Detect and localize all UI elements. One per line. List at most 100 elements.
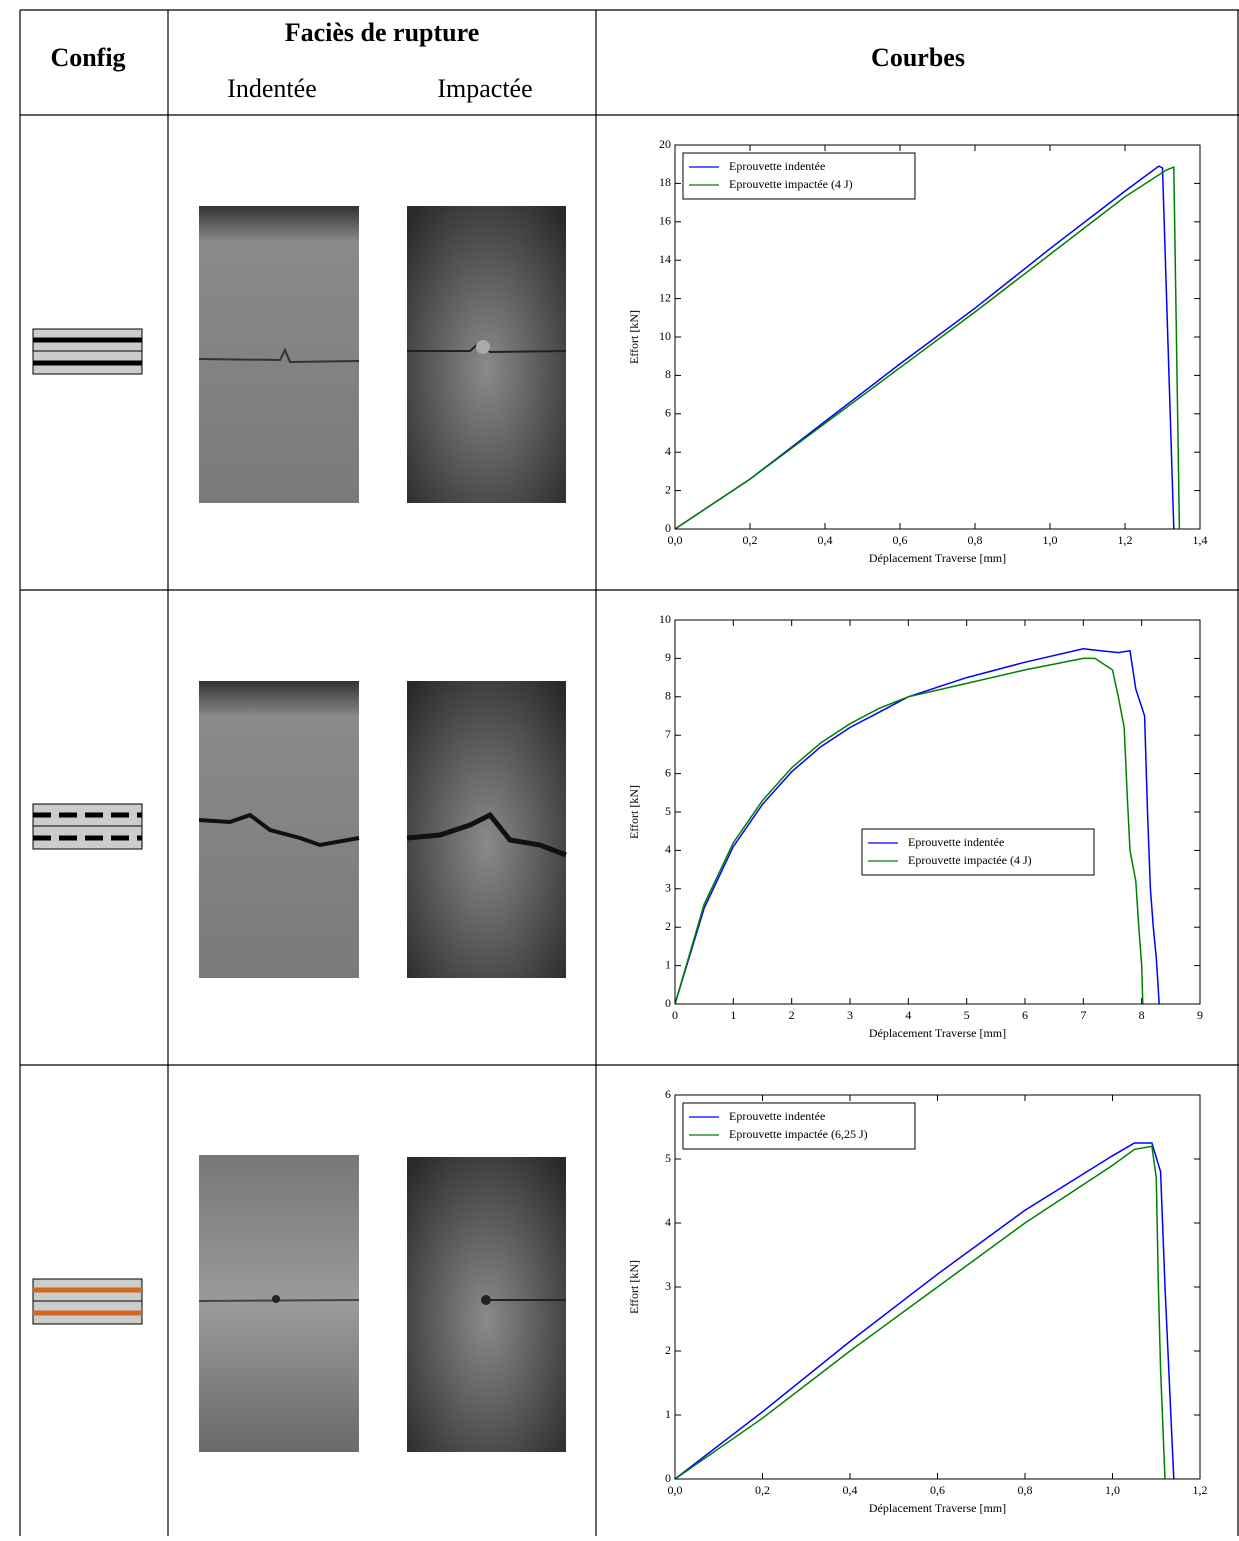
y-axis-label: Effort [kN] [627, 785, 641, 839]
x-tick-label: 0,0 [668, 533, 683, 547]
y-tick-label: 14 [659, 252, 671, 266]
x-tick-label: 1,2 [1118, 533, 1133, 547]
chart: 0,0 0,2 0,4 0,6 0,8 1,0 1,2 1,4 0 2 4 6 8 10 12 14 16 18 2… [627, 137, 1208, 565]
y-tick-label: 2 [665, 482, 671, 496]
legend-box [682, 152, 916, 200]
y-tick-label: 6 [665, 406, 671, 420]
y-tick-label: 2 [665, 919, 671, 933]
legend-box [861, 828, 1095, 876]
x-tick-label: 0,8 [1018, 1483, 1033, 1497]
x-tick-label: 0,2 [755, 1483, 770, 1497]
y-tick-label: 4 [665, 444, 671, 458]
x-axis-label: Déplacement Traverse [mm] [869, 551, 1006, 565]
x-tick-label: 6 [1022, 1008, 1028, 1022]
y-tick-label: 1 [665, 1407, 671, 1421]
y-tick-label: 4 [665, 1215, 671, 1229]
x-tick-label: 3 [847, 1008, 853, 1022]
y-tick-label: 5 [665, 804, 671, 818]
legend: Eprouvette indentée Eprouvette impactée (… [682, 152, 916, 200]
header-config: Config [50, 43, 125, 72]
x-tick-label: 1,0 [1043, 533, 1058, 547]
x-tick-label: 0,4 [818, 533, 833, 547]
plot-frame [674, 619, 1201, 1005]
y-tick-label: 8 [665, 689, 671, 703]
x-tick-label: 0,6 [930, 1483, 945, 1497]
y-tick-label: 2 [665, 1343, 671, 1357]
y-tick-label: 5 [665, 1151, 671, 1165]
y-tick-label: 7 [665, 727, 671, 741]
y-tick-label: 20 [659, 137, 671, 151]
x-tick-label: 4 [905, 1008, 911, 1022]
x-tick-label: 1,0 [1105, 1483, 1120, 1497]
series-line [675, 648, 1160, 1005]
legend-label: Eprouvette indentée [729, 159, 825, 173]
y-tick-label: 3 [665, 1279, 671, 1293]
photo [407, 206, 567, 503]
photo [406, 681, 567, 978]
series-line [675, 165, 1175, 530]
series-line [675, 166, 1181, 530]
photo [198, 681, 360, 978]
x-tick-label: 0,2 [743, 533, 758, 547]
y-tick-label: 0 [665, 996, 671, 1010]
config-icon [32, 1278, 143, 1325]
y-tick-label: 6 [665, 1087, 671, 1101]
chart: 0,0 0,2 0,4 0,6 0,8 1,0 1,2 0 1 2 3 4 5 6 Déplacement … [627, 1087, 1208, 1515]
y-tick-label: 0 [665, 521, 671, 535]
plot-frame [674, 144, 1201, 530]
header-courbes: Courbes [871, 43, 965, 72]
x-tick-label: 0,0 [668, 1483, 683, 1497]
x-tick-label: 1,2 [1193, 1483, 1208, 1497]
y-tick-label: 1 [665, 957, 671, 971]
y-tick-label: 4 [665, 842, 671, 856]
x-tick-label: 1 [730, 1008, 736, 1022]
legend-label: Eprouvette indentée [908, 835, 1004, 849]
legend: Eprouvette indentée Eprouvette impactée (… [682, 1102, 916, 1150]
x-tick-label: 0,4 [843, 1483, 858, 1497]
header-facies: Faciès de rupture [285, 18, 480, 47]
header-indentee: Indentée [227, 74, 317, 103]
table-grid [19, 9, 1239, 1536]
photo [407, 1157, 566, 1452]
x-tick-label: 7 [1080, 1008, 1086, 1022]
x-axis-label: Déplacement Traverse [mm] [869, 1026, 1006, 1040]
y-tick-label: 8 [665, 367, 671, 381]
x-tick-label: 0,8 [968, 533, 983, 547]
x-tick-label: 0,6 [893, 533, 908, 547]
series-line [675, 1142, 1175, 1480]
x-tick-label: 1,4 [1193, 533, 1208, 547]
y-axis-label: Effort [kN] [627, 310, 641, 364]
y-tick-label: 16 [659, 214, 671, 228]
legend: Eprouvette indentée Eprouvette impactée (… [861, 828, 1095, 876]
x-tick-label: 9 [1197, 1008, 1203, 1022]
y-tick-label: 9 [665, 650, 671, 664]
legend-label: Eprouvette impactée (4 J) [729, 177, 853, 191]
y-axis-label: Effort [kN] [627, 1260, 641, 1314]
series-line [675, 657, 1144, 1005]
y-tick-label: 12 [659, 290, 671, 304]
x-tick-label: 2 [789, 1008, 795, 1022]
x-axis-label: Déplacement Traverse [mm] [869, 1501, 1006, 1515]
y-tick-label: 10 [659, 612, 671, 626]
photo [198, 1155, 360, 1452]
x-tick-label: 0 [672, 1008, 678, 1022]
legend-box [682, 1102, 916, 1150]
series-line [675, 1145, 1166, 1480]
plot-frame [674, 1094, 1201, 1480]
legend-label: Eprouvette impactée (6,25 J) [729, 1127, 868, 1141]
x-tick-label: 5 [964, 1008, 970, 1022]
legend-label: Eprouvette impactée (4 J) [908, 853, 1032, 867]
x-tick-label: 8 [1139, 1008, 1145, 1022]
config-icon [32, 803, 143, 850]
y-tick-label: 18 [659, 175, 671, 189]
y-tick-label: 0 [665, 1471, 671, 1485]
y-tick-label: 10 [659, 329, 671, 343]
legend-label: Eprouvette indentée [729, 1109, 825, 1123]
y-tick-label: 6 [665, 765, 671, 779]
y-tick-label: 3 [665, 881, 671, 895]
photo [198, 206, 360, 503]
header-impactee: Impactée [437, 74, 532, 103]
config-icon [32, 328, 143, 375]
chart: 0 1 2 3 4 5 6 7 8 9 0 1 2 3 4 5 6 7 8 9 10 Déplacement Traver… [627, 612, 1203, 1040]
